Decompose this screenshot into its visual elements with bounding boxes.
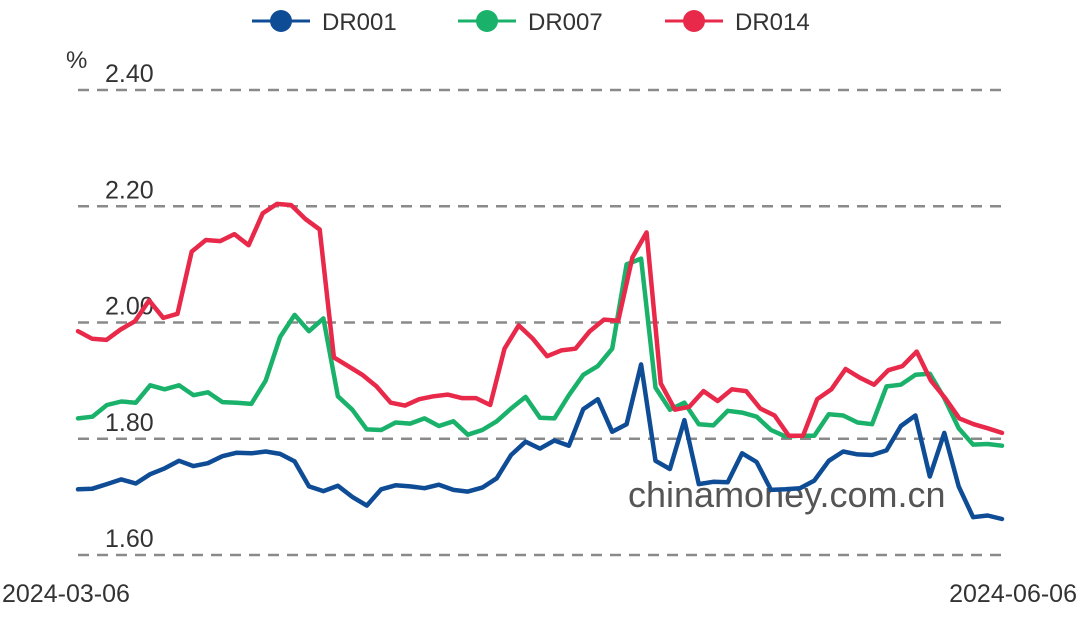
series-line-dr014 <box>75 201 1005 439</box>
legend-label: DR007 <box>528 9 603 36</box>
grid-lines <box>78 88 1002 557</box>
series-lines <box>75 201 1005 522</box>
x-start-label: 2024-03-06 <box>2 580 130 608</box>
watermark: chinamoney.com.cn <box>628 474 945 515</box>
legend-marker <box>476 10 498 32</box>
series-line-dr001 <box>75 362 1005 522</box>
legend-label: DR001 <box>322 9 397 36</box>
legend: DR001 DR007 DR014 <box>252 9 810 36</box>
y-axis-ticks: 2.402.202.001.801.60 <box>105 60 154 553</box>
y-tick-label: 1.80 <box>105 409 154 437</box>
series-line-dr007 <box>75 256 1005 448</box>
x-end-label: 2024-06-06 <box>949 580 1077 608</box>
y-tick-label: 2.20 <box>105 176 154 204</box>
legend-marker <box>683 10 705 32</box>
legend-label: DR014 <box>735 9 810 36</box>
legend-marker <box>270 10 292 32</box>
y-tick-label: 1.60 <box>105 525 154 553</box>
unit-label: % <box>66 47 87 74</box>
y-tick-label: 2.40 <box>105 60 154 88</box>
